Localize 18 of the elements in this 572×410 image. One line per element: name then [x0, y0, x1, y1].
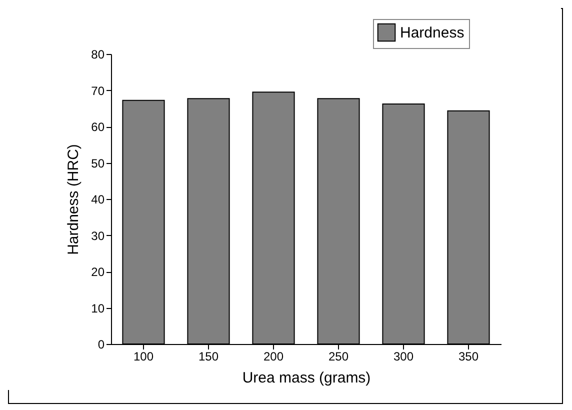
x-tick-label: 150: [198, 350, 219, 364]
x-tick-label: 300: [393, 350, 414, 364]
x-axis-title: Urea mass (grams): [242, 370, 371, 386]
legend-label: Hardness: [400, 24, 464, 42]
y-tick-label: 10: [91, 301, 105, 316]
y-tick-label: 60: [91, 120, 105, 134]
y-tick-label: 80: [91, 48, 105, 62]
y-tick-label: 50: [91, 156, 105, 170]
y-tick-label: 0: [98, 338, 105, 352]
y-tick-label: 30: [91, 228, 105, 243]
y-axis-title: Hardness (HRC): [65, 144, 82, 255]
y-tick-label: 40: [91, 192, 105, 206]
x-tick-label: 350: [458, 350, 479, 364]
x-tick-label: 250: [328, 350, 349, 364]
x-tick-label: 200: [263, 350, 284, 364]
y-tick-label: 20: [91, 265, 105, 279]
y-tick-label: 70: [91, 84, 105, 98]
x-tick-label: 100: [133, 350, 154, 364]
